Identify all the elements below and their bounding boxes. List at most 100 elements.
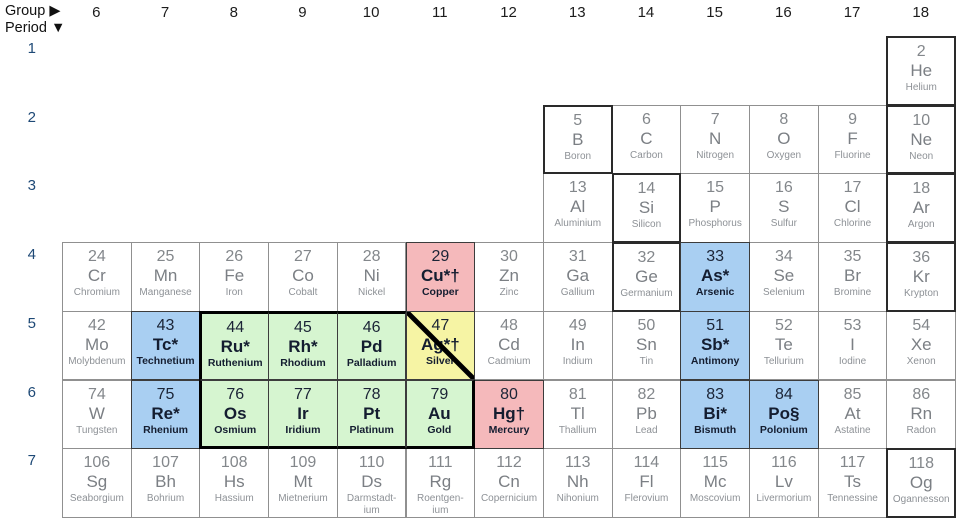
element-cell-108[interactable]: 108 Hs Hassium (199, 448, 270, 518)
element-cell-50[interactable]: 50 Sn Tin (611, 310, 682, 381)
element-cell-53[interactable]: 53 I Iodine (817, 310, 888, 381)
element-name: Seaborgium (69, 493, 124, 505)
element-cell-44[interactable]: 44 Ru* Ruthenium (199, 310, 270, 381)
element-cell-28[interactable]: 28 Ni Nickel (336, 242, 407, 312)
element-symbol: At (844, 403, 861, 423)
element-name: Iodine (838, 355, 867, 367)
element-cell-6[interactable]: 6 C Carbon (611, 104, 682, 175)
element-symbol: Ge (635, 267, 658, 287)
element-name: Rhenium (143, 423, 188, 436)
element-cell-52[interactable]: 52 Te Tellurium (749, 310, 819, 381)
element-cell-42[interactable]: 42 Mo Molybdenum (62, 310, 132, 381)
element-name: Chlorine (833, 218, 872, 230)
element-cell-27[interactable]: 27 Co Cobalt (268, 242, 338, 312)
element-name: Neon (909, 150, 934, 162)
element-cell-43[interactable]: 43 Tc* Technetium (130, 310, 201, 381)
element-cell-106[interactable]: 106 Sg Seaborgium (62, 448, 132, 518)
element-cell-74[interactable]: 74 W Tungsten (62, 379, 132, 450)
element-name: Darmstadt- ium (346, 493, 397, 516)
element-cell-45[interactable]: 45 Rh* Rhodium (268, 310, 338, 381)
element-name: Silicon (631, 219, 662, 231)
element-cell-75[interactable]: 75 Re* Rhenium (130, 379, 201, 450)
element-symbol: Cd (498, 334, 520, 354)
element-cell-110[interactable]: 110 Ds Darmstadt- ium (336, 448, 407, 518)
element-name: Phosphorus (688, 218, 742, 230)
element-symbol: Og (909, 473, 933, 493)
element-cell-18[interactable]: 18 Ar Argon (886, 173, 957, 244)
element-symbol: Mc (703, 472, 727, 492)
element-cell-78[interactable]: 78 Pt Platinum (336, 379, 407, 450)
element-cell-77[interactable]: 77 Ir Iridium (268, 379, 338, 450)
atomic-number: 53 (843, 316, 862, 334)
element-symbol: Mo (85, 334, 109, 354)
element-symbol: Hs (223, 472, 245, 492)
element-cell-29[interactable]: 29 Cu*† Copper (405, 242, 476, 312)
element-cell-111[interactable]: 111 Rg Roentgen- ium (405, 448, 476, 518)
element-cell-5[interactable]: 5 B Boron (542, 104, 613, 175)
element-symbol: Sn (636, 334, 657, 354)
element-cell-34[interactable]: 34 Se Selenium (749, 242, 819, 312)
group-label-16: 16 (775, 4, 792, 21)
element-cell-76[interactable]: 76 Os Osmium (199, 379, 270, 450)
element-symbol: Tc* (152, 334, 179, 354)
atomic-number: 9 (848, 110, 857, 128)
element-name: Polonium (759, 423, 808, 436)
element-symbol: Rn (910, 403, 933, 423)
element-symbol: P (709, 197, 721, 217)
element-cell-113[interactable]: 113 Nh Nihonium (542, 448, 613, 518)
element-cell-32[interactable]: 32 Ge Germanium (611, 242, 682, 312)
element-cell-31[interactable]: 31 Ga Gallium (542, 242, 613, 312)
element-name: Tellurium (763, 355, 804, 367)
group-label-12: 12 (500, 4, 517, 21)
atomic-number: 115 (702, 454, 728, 472)
element-cell-10[interactable]: 10 Ne Neon (886, 104, 957, 175)
element-cell-46[interactable]: 46 Pd Palladium (336, 310, 407, 381)
element-cell-17[interactable]: 17 Cl Chlorine (817, 173, 888, 244)
element-cell-112[interactable]: 112 Cn Copernicium (474, 448, 544, 518)
element-cell-49[interactable]: 49 In Indium (542, 310, 613, 381)
atomic-number: 28 (362, 248, 381, 266)
element-cell-117[interactable]: 117 Ts Tennessine (817, 448, 888, 518)
element-cell-118[interactable]: 118 Og Ogannesson (886, 448, 957, 518)
element-cell-83[interactable]: 83 Bi* Bismuth (680, 379, 750, 450)
element-cell-8[interactable]: 8 O Oxygen (749, 104, 819, 175)
element-cell-109[interactable]: 109 Mt Mietnerium (268, 448, 338, 518)
element-cell-85[interactable]: 85 At Astatine (817, 379, 888, 450)
element-name: Gallium (560, 287, 595, 299)
element-cell-86[interactable]: 86 Rn Radon (886, 379, 957, 450)
element-cell-107[interactable]: 107 Bh Bohrium (130, 448, 201, 518)
element-cell-48[interactable]: 48 Cd Cadmium (474, 310, 544, 381)
element-cell-2[interactable]: 2 He Helium (886, 36, 957, 106)
element-cell-15[interactable]: 15 P Phosphorus (680, 173, 750, 244)
atomic-number: 51 (706, 316, 725, 334)
element-name: Selenium (762, 287, 805, 299)
element-cell-14[interactable]: 14 Si Silicon (611, 173, 682, 244)
element-cell-36[interactable]: 36 Kr Krypton (886, 242, 957, 312)
element-cell-80[interactable]: 80 Hg† Mercury (474, 379, 544, 450)
element-cell-54[interactable]: 54 Xe Xenon (886, 310, 957, 381)
element-cell-84[interactable]: 84 Po§ Polonium (749, 379, 819, 450)
element-cell-114[interactable]: 114 Fl Flerovium (611, 448, 682, 518)
element-name: Bohrium (146, 493, 185, 505)
element-cell-81[interactable]: 81 Tl Thallium (542, 379, 613, 450)
element-cell-24[interactable]: 24 Cr Chromium (62, 242, 132, 312)
element-cell-35[interactable]: 35 Br Bromine (817, 242, 888, 312)
element-cell-13[interactable]: 13 Al Aluminium (542, 173, 613, 244)
element-cell-33[interactable]: 33 As* Arsenic (680, 242, 750, 312)
element-cell-82[interactable]: 82 Pb Lead (611, 379, 682, 450)
element-cell-25[interactable]: 25 Mn Manganese (130, 242, 201, 312)
atomic-number: 114 (633, 454, 660, 472)
atomic-number: 83 (706, 385, 725, 403)
element-cell-30[interactable]: 30 Zn Zinc (474, 242, 544, 312)
element-cell-47[interactable]: 47 Ag*† Silver (405, 310, 476, 381)
element-cell-7[interactable]: 7 N Nitrogen (680, 104, 750, 175)
element-cell-115[interactable]: 115 Mc Moscovium (680, 448, 750, 518)
element-symbol: Zn (499, 266, 519, 286)
element-cell-116[interactable]: 116 Lv Livermorium (749, 448, 819, 518)
element-cell-79[interactable]: 79 Au Gold (405, 379, 476, 450)
element-cell-16[interactable]: 16 S Sulfur (749, 173, 819, 244)
element-cell-9[interactable]: 9 F Fluorine (817, 104, 888, 175)
element-cell-26[interactable]: 26 Fe Iron (199, 242, 270, 312)
element-cell-51[interactable]: 51 Sb* Antimony (680, 310, 750, 381)
